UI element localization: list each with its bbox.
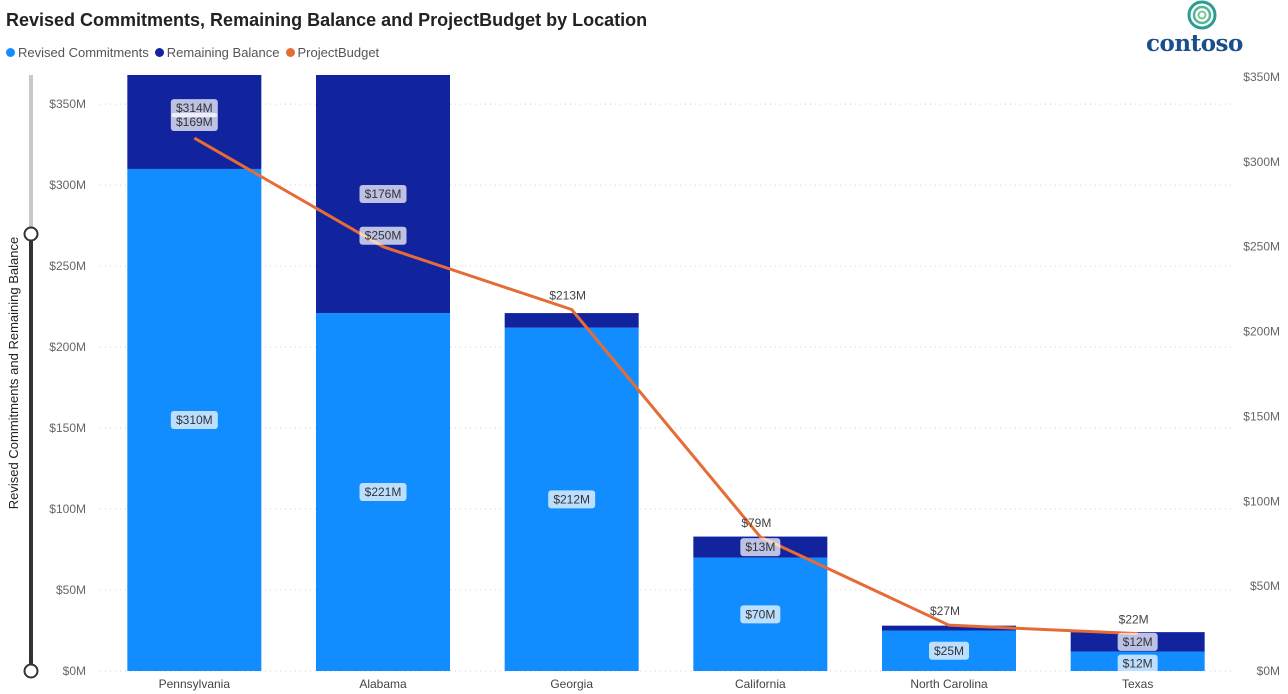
legend-marker-remaining-balance bbox=[154, 48, 164, 57]
zoom-slider-handle-top[interactable] bbox=[23, 226, 39, 242]
bars bbox=[127, 75, 1205, 671]
contoso-logo-icon bbox=[1187, 0, 1217, 30]
legend-item-project-budget[interactable]: ProjectBudget bbox=[285, 45, 380, 60]
data-label-remaining-balance-alabama-bg bbox=[359, 185, 407, 204]
y-tick-label: $200M bbox=[49, 340, 86, 354]
y-tick-label: $50M bbox=[56, 583, 86, 597]
x-tick-label: Georgia bbox=[550, 677, 593, 691]
y-tick-label: $350M bbox=[49, 97, 86, 111]
x-tick-label: Alabama bbox=[359, 677, 407, 691]
legend-label-project-budget: ProjectBudget bbox=[297, 45, 380, 60]
data-label-remaining-balance-pennsylvania-bg bbox=[170, 112, 218, 131]
project-budget-line-path bbox=[193, 136, 1138, 636]
data-label-revised-commitments-texas-bg bbox=[1117, 654, 1158, 673]
y2-tick-label: $300M bbox=[1243, 155, 1280, 169]
data-label-project-budget-california: $79M bbox=[741, 516, 771, 530]
x-tick-label: Texas bbox=[1122, 677, 1153, 691]
data-label-project-budget-alabama-bg bbox=[359, 226, 407, 245]
y-tick-label: $250M bbox=[49, 259, 86, 273]
y2-tick-label: $0M bbox=[1257, 664, 1280, 678]
data-label-project-budget-pennsylvania: $314M bbox=[176, 101, 213, 115]
axes: $0M $50M $100M $150M $200M $250M $300M $350M $0M… bbox=[6, 70, 1280, 691]
gridlines bbox=[100, 103, 1232, 672]
y2-tick-label: $100M bbox=[1243, 494, 1280, 508]
zoom-slider-handle-bottom[interactable] bbox=[23, 663, 39, 679]
data-label-project-budget-georgia: $213M bbox=[549, 289, 586, 303]
data-label-revised-commitments-alabama: $221M bbox=[365, 485, 402, 499]
data-label-remaining-balance-texas-bg bbox=[1117, 632, 1158, 651]
data-label-revised-commitments-georgia: $212M bbox=[553, 492, 590, 506]
project-budget-line bbox=[193, 136, 1138, 636]
y-tick-label: $150M bbox=[49, 421, 86, 435]
data-label-project-budget-alabama: $250M bbox=[365, 229, 402, 243]
legend-label-remaining-balance: Remaining Balance bbox=[166, 45, 280, 60]
legend-item-remaining-balance[interactable]: Remaining Balance bbox=[154, 45, 280, 60]
y2-tick-label: $50M bbox=[1250, 579, 1280, 593]
contoso-logo-text: contoso bbox=[1146, 30, 1243, 57]
data-label-revised-commitments-georgia-bg bbox=[548, 490, 596, 509]
bar-remaining-balance-north-carolina bbox=[882, 625, 1016, 631]
data-label-remaining-balance-alabama: $176M bbox=[365, 187, 402, 201]
bar-remaining-balance-georgia bbox=[504, 313, 639, 328]
contoso-logo: contoso bbox=[1140, 0, 1258, 58]
data-label-remaining-balance-texas: $12M bbox=[1123, 635, 1153, 649]
y2-tick-label: $350M bbox=[1243, 70, 1280, 84]
legend-marker-revised-commitments bbox=[6, 48, 15, 57]
y-axis-title: Revised Commitments and Remaining Balanc… bbox=[6, 237, 21, 509]
data-label-revised-commitments-california: $70M bbox=[745, 607, 775, 621]
data-label-project-budget-north-carolina: $27M bbox=[930, 604, 960, 618]
y2-tick-label: $150M bbox=[1243, 409, 1280, 423]
x-tick-label: California bbox=[735, 677, 786, 691]
legend-item-revised-commitments[interactable]: Revised Commitments bbox=[6, 45, 149, 60]
x-tick-label: North Carolina bbox=[910, 677, 988, 691]
data-label-revised-commitments-north-carolina-bg bbox=[929, 641, 969, 660]
data-label-revised-commitments-pennsylvania: $310M bbox=[176, 413, 213, 427]
data-label-project-budget-pennsylvania-bg bbox=[170, 99, 218, 118]
y-tick-label: $300M bbox=[49, 178, 86, 192]
data-label-revised-commitments-california-bg bbox=[740, 605, 781, 624]
data-label-project-budget-texas: $22M bbox=[1119, 613, 1149, 627]
data-label-remaining-balance-california-bg bbox=[740, 538, 781, 557]
data-label-revised-commitments-texas: $12M bbox=[1123, 657, 1153, 671]
y-tick-label: $0M bbox=[63, 664, 86, 678]
y2-tick-label: $200M bbox=[1243, 325, 1280, 339]
legend-label-revised-commitments: Revised Commitments bbox=[18, 45, 149, 60]
data-label-remaining-balance-california: $13M bbox=[745, 540, 775, 554]
chart-title: Revised Commitments, Remaining Balance a… bbox=[6, 10, 648, 30]
data-label-revised-commitments-pennsylvania-bg bbox=[170, 410, 218, 429]
data-label-revised-commitments-north-carolina: $25M bbox=[934, 644, 964, 658]
x-tick-label: Pennsylvania bbox=[159, 677, 231, 691]
data-label-remaining-balance-pennsylvania: $169M bbox=[176, 115, 213, 129]
y2-tick-label: $250M bbox=[1243, 240, 1280, 254]
legend: Revised Commitments Remaining Balance Pr… bbox=[6, 45, 379, 60]
data-labels: $310M $169M $221M $176M $212M $70M $13M $25M $12… bbox=[170, 99, 1158, 673]
legend-marker-project-budget bbox=[285, 48, 295, 57]
y-tick-label: $100M bbox=[49, 502, 86, 516]
data-label-revised-commitments-alabama-bg bbox=[359, 483, 407, 502]
